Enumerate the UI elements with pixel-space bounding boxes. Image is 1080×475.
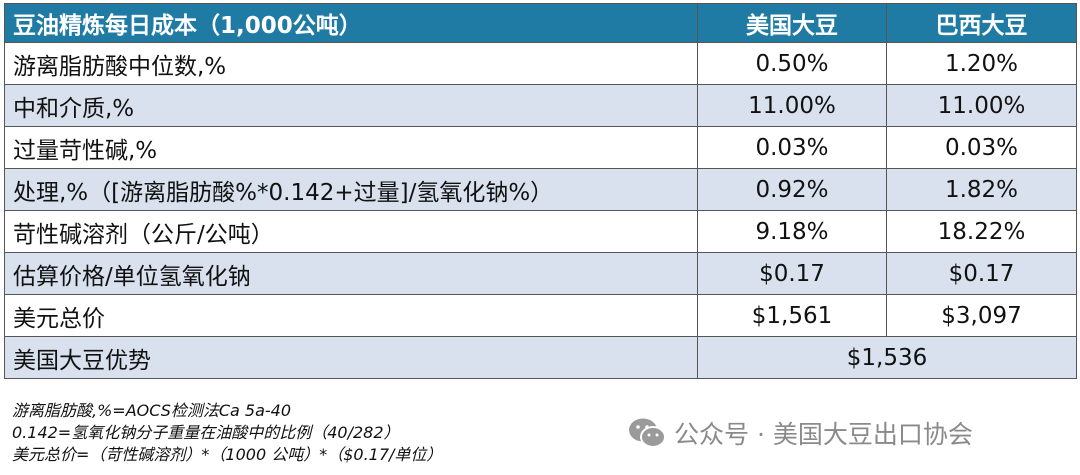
table-row: 美元总价 $1,561 $3,097 (4, 294, 1077, 337)
table-row: 中和介质,% 11.00% 11.00% (4, 84, 1077, 127)
table-row: 美国大豆优势 $1,536 (4, 336, 1077, 379)
watermark-text: 公众号 · 美国大豆出口协会 (674, 420, 973, 449)
label-cell: 处理,%（[游离脂肪酸%*0.142+过量]/氢氧化钠%） (4, 168, 698, 211)
cost-table: 豆油精炼每日成本（1,000公吨） 美国大豆 巴西大豆 游离脂肪酸中位数,% 0.… (4, 3, 1077, 379)
label-cell: 估算价格/单位氢氧化钠 (4, 252, 698, 295)
wechat-icon (629, 418, 666, 448)
value-cell: 0.03% (697, 126, 887, 169)
table-row: 过量苛性碱,% 0.03% 0.03% (4, 126, 1077, 169)
label-cell: 中和介质,% (4, 84, 698, 127)
value-cell: 1.20% (886, 42, 1077, 85)
footnotes: 游离脂肪酸,%=AOCS检测法Ca 5a-40 0.142=氢氧化钠分子重量在油酸… (12, 400, 442, 466)
label-cell: 苛性碱溶剂（公斤/公吨） (4, 210, 698, 253)
table-body: 游离脂肪酸中位数,% 0.50% 1.20% 中和介质,% 11.00% 11.00% 过量… (4, 42, 1077, 379)
label-cell: 美元总价 (4, 294, 698, 337)
value-cell: $1,536 (697, 336, 1077, 379)
header-cell: 巴西大豆 (886, 3, 1077, 43)
footnote: 游离脂肪酸,%=AOCS检测法Ca 5a-40 (12, 401, 292, 420)
label-cell: 美国大豆优势 (4, 336, 698, 379)
table-row: 游离脂肪酸中位数,% 0.50% 1.20% (4, 42, 1077, 85)
value-cell: 11.00% (886, 84, 1077, 127)
value-cell: 9.18% (697, 210, 887, 253)
value-cell: $0.17 (886, 252, 1077, 295)
header-row: 豆油精炼每日成本（1,000公吨） 美国大豆 巴西大豆 (4, 3, 1077, 43)
value-cell: $3,097 (886, 294, 1077, 337)
header-cell: 豆油精炼每日成本（1,000公吨） (4, 3, 698, 43)
value-cell: 0.50% (697, 42, 887, 85)
value-cell: 0.03% (886, 126, 1077, 169)
value-cell: 11.00% (697, 84, 887, 127)
table-row: 处理,%（[游离脂肪酸%*0.142+过量]/氢氧化钠%） 0.92% 1.82% (4, 168, 1077, 211)
header-cell: 美国大豆 (697, 3, 887, 43)
value-cell: $0.17 (697, 252, 887, 295)
value-cell: 18.22% (886, 210, 1077, 253)
label-cell: 过量苛性碱,% (4, 126, 698, 169)
footnote: 美元总价=（苛性碱溶剂）*（1000 公吨）*（$0.17/单位） (12, 445, 443, 464)
value-cell: 0.92% (697, 168, 887, 211)
table-row: 苛性碱溶剂（公斤/公吨） 9.18% 18.22% (4, 210, 1077, 253)
value-cell: $1,561 (697, 294, 887, 337)
label-cell: 游离脂肪酸中位数,% (4, 42, 698, 85)
value-cell: 1.82% (886, 168, 1077, 211)
footnote: 0.142=氢氧化钠分子重量在油酸中的比例（40/282） (12, 423, 400, 442)
watermark: 公众号 · 美国大豆出口协会 (628, 415, 973, 451)
table-row: 估算价格/单位氢氧化钠 $0.17 $0.17 (4, 252, 1077, 295)
